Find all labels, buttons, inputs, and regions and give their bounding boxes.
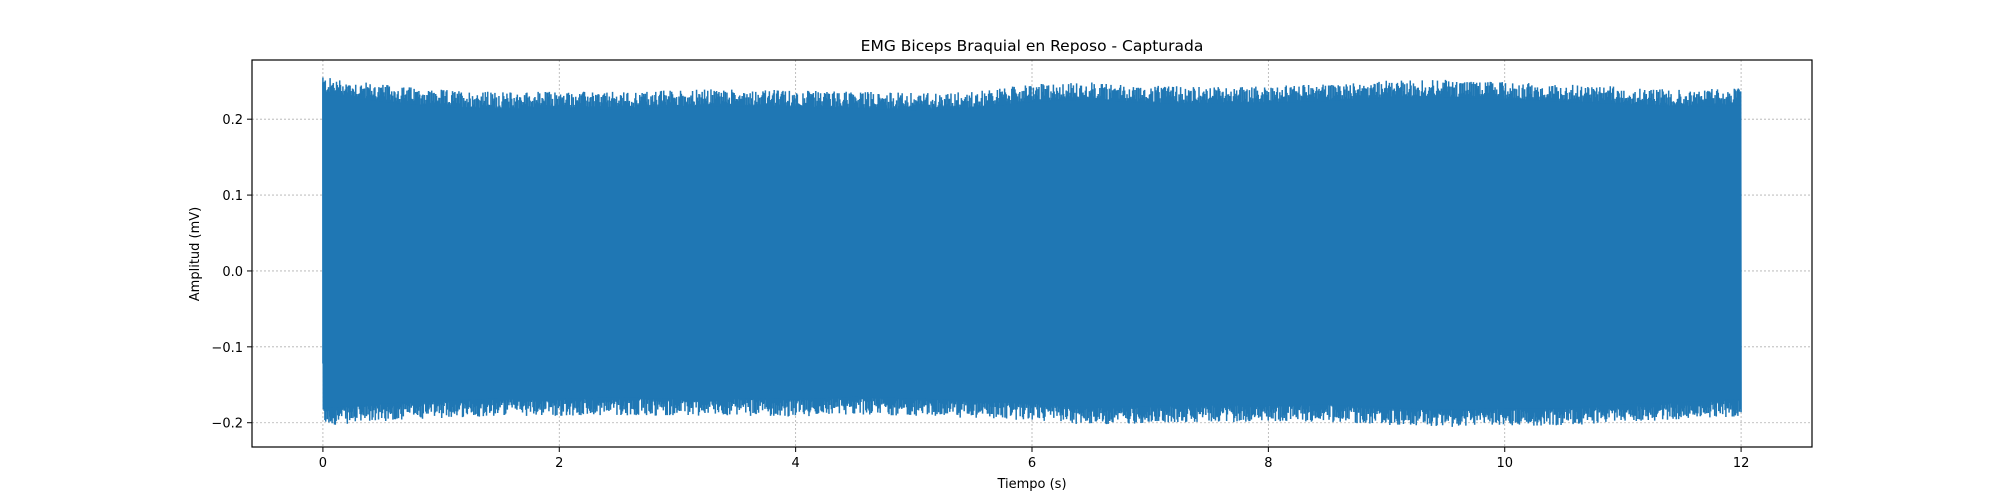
x-tick-label: 6 <box>1028 456 1036 471</box>
y-axis-title: Amplitud (mV) <box>188 207 203 301</box>
data-layer <box>322 77 1742 427</box>
chart-title: EMG Biceps Braquial en Reposo - Capturad… <box>861 37 1204 55</box>
x-tick-label: 2 <box>555 456 563 471</box>
y-tick-label: −0.2 <box>211 417 243 432</box>
tick-layer: 0 2 4 6 8 10 12 −0.2 −0.1 0.0 0.1 0.2 <box>211 113 1749 471</box>
x-tick-label: 8 <box>1264 456 1272 471</box>
x-tick-label: 4 <box>791 456 799 471</box>
y-tick-label: 0.0 <box>222 265 243 280</box>
y-tick-label: 0.2 <box>222 113 243 128</box>
x-tick-label: 0 <box>319 456 327 471</box>
y-tick-label: −0.1 <box>211 341 243 356</box>
x-tick-label: 12 <box>1733 456 1750 471</box>
y-tick-label: 0.1 <box>222 189 243 204</box>
x-axis-title: Tiempo (s) <box>996 477 1066 492</box>
emg-signal-band <box>322 94 1742 410</box>
x-tick-label: 10 <box>1496 456 1513 471</box>
